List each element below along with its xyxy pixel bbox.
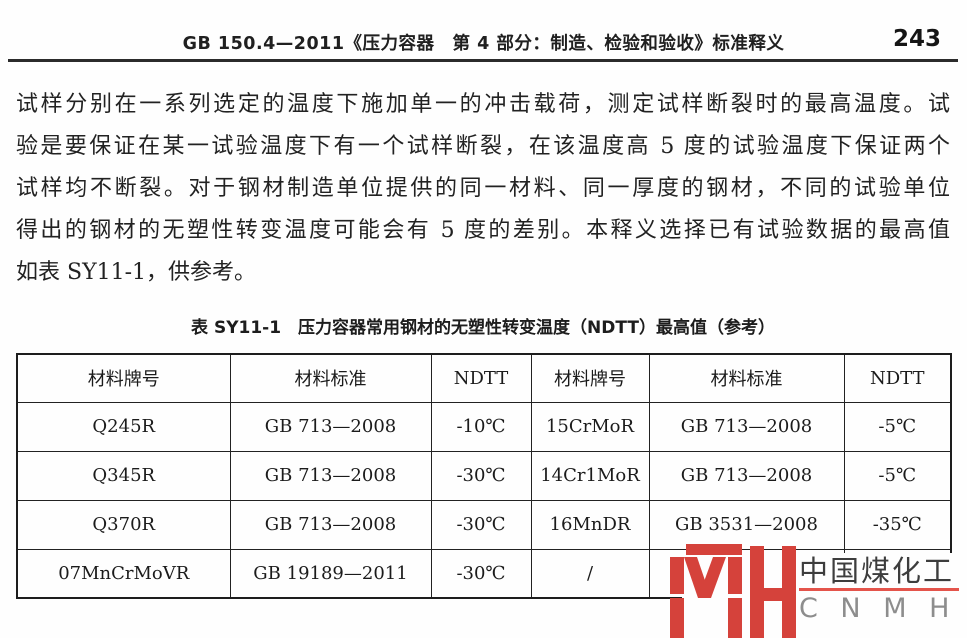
- table-caption: 表 SY11-1 压力容器常用钢材的无塑性转变温度（NDTT）最高值（参考）: [191, 318, 775, 338]
- table-header-cell: 材料牌号: [530, 353, 650, 403]
- table-header-cell: 材料标准: [229, 353, 432, 403]
- paragraph-line: 试样均不断裂。对于钢材制造单位提供的同一材料、同一厚度的钢材，不同的试验单位: [16, 176, 950, 201]
- header-rule: [8, 59, 958, 62]
- table-cell: GB 713—2008: [229, 450, 432, 501]
- table-row: Q370R GB 713—2008 -30℃ 16MnDR GB 3531—20…: [16, 499, 952, 550]
- table-cell: GB 713—2008: [648, 401, 845, 452]
- table-cell: -35℃: [843, 499, 952, 550]
- table-cell: 15CrMoR: [530, 401, 650, 452]
- table-cell: 16MnDR: [530, 499, 650, 550]
- table-header-cell: NDTT: [843, 353, 952, 403]
- paragraph-line: 验是要保证在某一试验温度下有一个试样断裂，在该温度高 5 度的试验温度下保证两个: [16, 134, 950, 159]
- watermark-company-abbr: C N M H G: [799, 593, 967, 624]
- table-cell: 14Cr1MoR: [530, 450, 650, 501]
- table-cell: GB 713—2008: [648, 450, 845, 501]
- table-cell: -30℃: [430, 450, 532, 501]
- table-header-cell: 材料牌号: [16, 353, 231, 403]
- table-cell: Q345R: [16, 450, 231, 501]
- paragraph-line: 试样分别在一系列选定的温度下施加单一的冲击载荷，测定试样断裂时的最高温度。试: [16, 92, 950, 117]
- table-cell: Q245R: [16, 401, 231, 452]
- page-number: 243: [892, 26, 941, 52]
- table-cell: GB 3531—2008: [648, 499, 845, 550]
- table-row: Q245R GB 713—2008 -10℃ 15CrMoR GB 713—20…: [16, 401, 952, 452]
- table-cell: 07MnCrMoVR: [16, 548, 231, 599]
- ndtt-table: 材料牌号 材料标准 NDTT 材料牌号 材料标准 NDTT Q245R GB 7…: [16, 353, 952, 599]
- page-header-title: GB 150.4—2011《压力容器 第 4 部分：制造、检验和验收》标准释义: [182, 34, 785, 54]
- table-header-row: 材料牌号 材料标准 NDTT 材料牌号 材料标准 NDTT: [16, 353, 952, 403]
- table-cell: -5℃: [843, 401, 952, 452]
- watermark-company-name: 中国煤化工: [799, 554, 955, 588]
- coal-chem-logo-icon: [670, 544, 796, 638]
- table-header-cell: 材料标准: [648, 353, 845, 403]
- table-header-cell: NDTT: [430, 353, 532, 403]
- table-cell: -5℃: [843, 450, 952, 501]
- paragraph-line: 如表 SY11-1，供参考。: [16, 260, 257, 285]
- paragraph-line: 得出的钢材的无塑性转变温度可能会有 5 度的差别。本释义选择已有试验数据的最高值: [16, 218, 950, 243]
- table-cell: /: [530, 548, 650, 599]
- table-cell: -30℃: [430, 548, 532, 599]
- table-row: Q345R GB 713—2008 -30℃ 14Cr1MoR GB 713—2…: [16, 450, 952, 501]
- table-cell: GB 19189—2011: [229, 548, 432, 599]
- table-cell: -10℃: [430, 401, 532, 452]
- table-cell: Q370R: [16, 499, 231, 550]
- table-cell: GB 713—2008: [229, 499, 432, 550]
- table-cell: -30℃: [430, 499, 532, 550]
- table-cell: GB 713—2008: [229, 401, 432, 452]
- body-paragraph: 试样分别在一系列选定的温度下施加单一的冲击载荷，测定试样断裂时的最高温度。试 验…: [16, 84, 950, 294]
- watermark-underline: [799, 588, 959, 591]
